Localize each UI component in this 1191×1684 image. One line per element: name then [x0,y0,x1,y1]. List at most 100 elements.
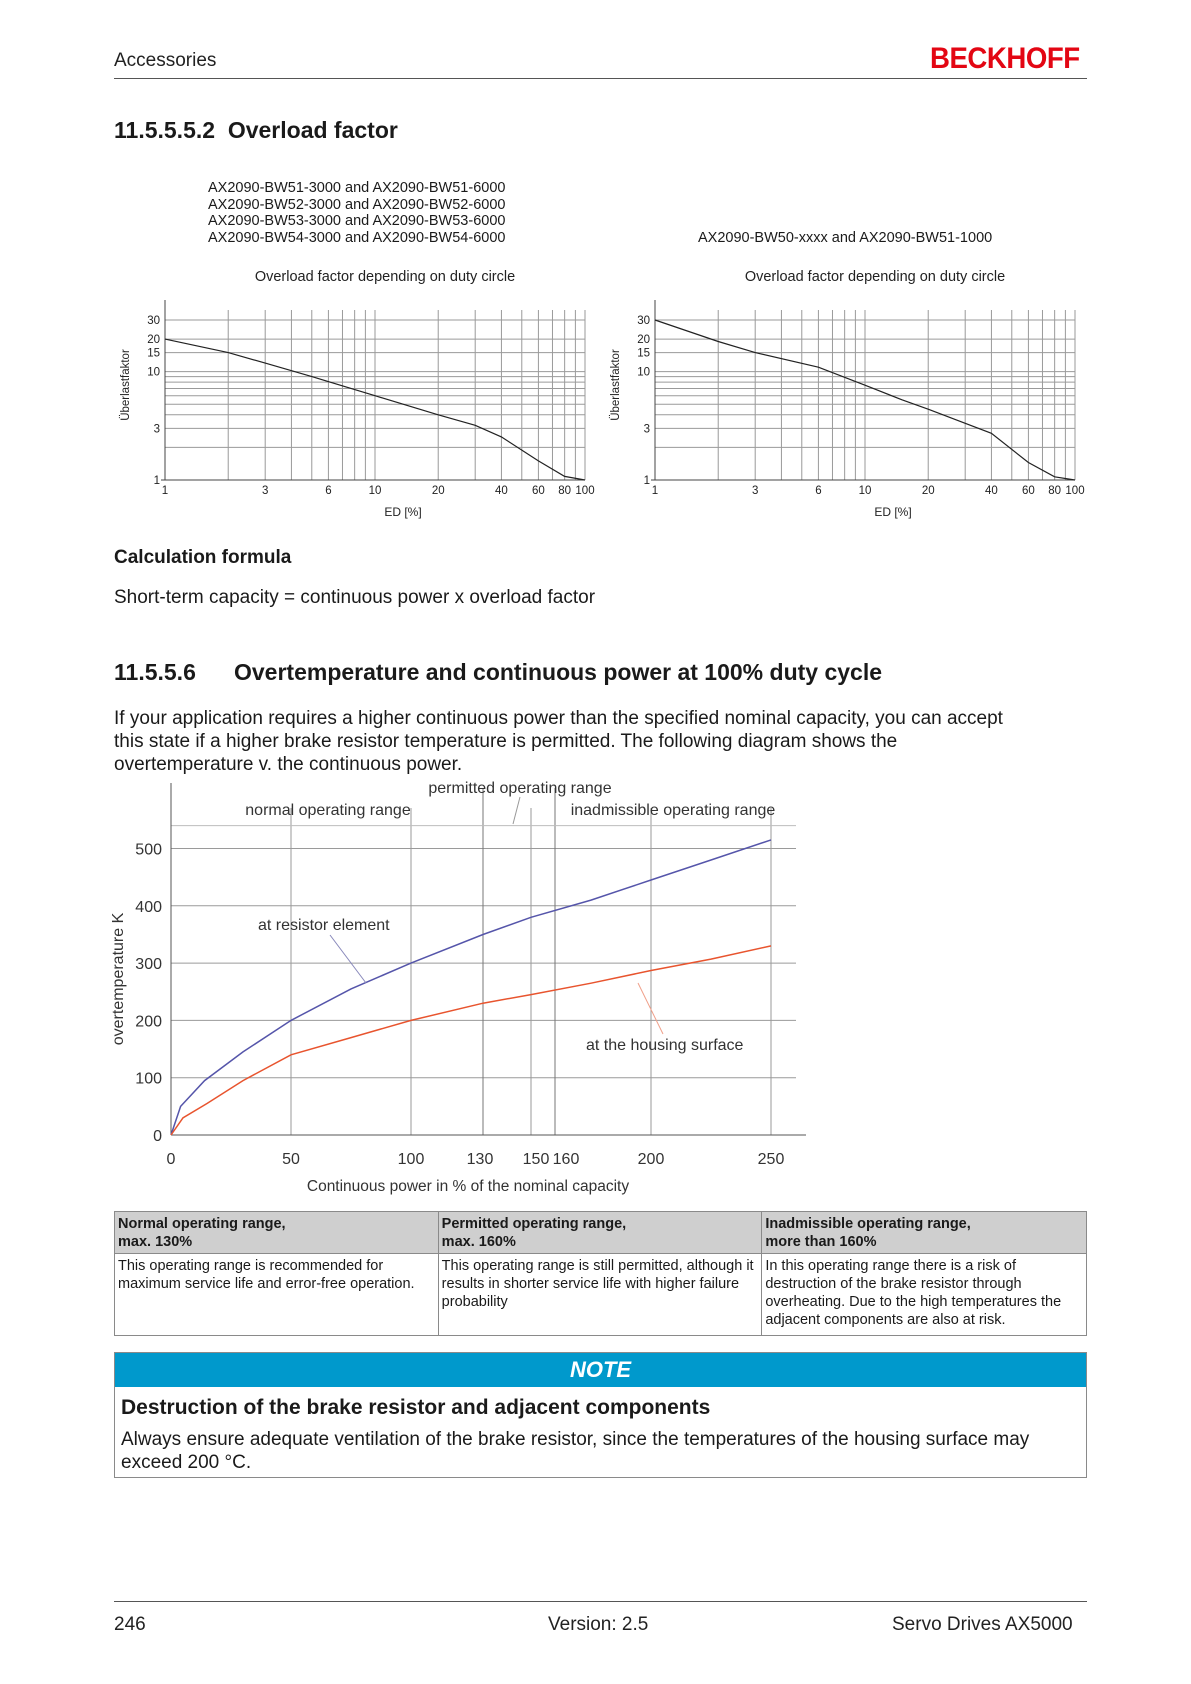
y-tick-label: 500 [135,842,162,859]
x-tick-label: 60 [1022,485,1035,497]
header-line: max. 130% [118,1234,193,1250]
section-heading-overtemp: 11.5.5.6 Overtemperature and continuous p… [114,659,882,686]
x-tick-label: 150 [523,1151,550,1168]
y-tick-label: 400 [135,899,162,916]
y-tick-label: 20 [637,334,650,346]
y-tick-label: 15 [637,348,650,360]
table-cell: This operating range is still permitted,… [437,1253,763,1336]
range-leader-line [512,796,521,825]
table-header-row: Normal operating range, max. 130% Permit… [114,1211,1087,1254]
x-axis-label: Continuous power in % of the nominal cap… [307,1178,629,1195]
intro-line: overtemperature v. the continuous power. [114,754,463,775]
y-tick-label: 300 [135,956,162,973]
operating-ranges-table: Normal operating range, max. 130% Permit… [114,1211,1087,1336]
left-chart-model-list: AX2090-BW51-3000 and AX2090-BW51-6000 AX… [208,180,505,246]
overtemperature-chart: 0 100 200 300 400 500 0 50 100 130 150 160 200 250 Con… [110,780,806,1195]
footer-product: Servo Drives AX5000 [892,1614,1073,1635]
header-line: Inadmissible operating range, [765,1216,971,1232]
x-tick-label: 40 [985,485,998,497]
section-title: Overtemperature and continuous power at … [234,659,883,685]
overload-curve [654,319,1076,481]
resistor-element-curve [170,839,772,1136]
chart-title: Overload factor depending on duty circle [745,269,1005,285]
calculation-formula-heading: Calculation formula [114,547,292,568]
header-rule [114,78,1087,79]
note-title: Destruction of the brake resistor and ad… [121,1396,711,1419]
y-tick-label: 20 [147,334,160,346]
table-row: This operating range is recommended for … [114,1253,1087,1336]
overload-chart-left: Overload factor depending on duty circle… [120,269,595,519]
range-label-normal: normal operating range [245,802,411,819]
model-line: AX2090-BW52-3000 and AX2090-BW52-6000 [208,196,506,213]
x-tick-label: 10 [369,485,382,497]
beckhoff-logo: BECKHOFF [930,42,1080,75]
footer-version: Version: 2.5 [548,1614,649,1635]
header-line: Permitted operating range, [441,1216,627,1232]
section-number: 11.5.5.5.2 [114,117,216,143]
y-tick-label: 0 [153,1128,162,1145]
x-tick-label: 250 [758,1151,785,1168]
y-tick-label: 200 [135,1013,162,1030]
x-tick-label: 3 [262,485,268,497]
x-tick-label: 100 [398,1151,425,1168]
y-tick-label: 30 [147,315,160,327]
footer-page-number: 246 [114,1614,146,1635]
y-axis-label: Überlastfaktor [120,349,132,421]
header-line: max. 160% [441,1234,516,1250]
overload-curve [164,338,586,481]
right-chart-model-list: AX2090-BW50-xxxx and AX2090-BW51-1000 [698,230,993,246]
header-permitted-range: Permitted operating range, max. 160% [437,1211,763,1254]
model-line: AX2090-BW51-3000 and AX2090-BW51-6000 [208,180,506,196]
section-number: 11.5.5.6 [114,659,196,685]
section-title: Overload factor [227,117,398,143]
series-leader-housing [637,982,664,1035]
y-tick-label: 1 [644,475,650,487]
header-section-name: Accessories [114,50,217,71]
x-tick-label: 40 [495,485,508,497]
intro-line: this state if a higher brake resistor te… [114,731,898,752]
intro-line: If your application requires a higher co… [114,708,1003,729]
range-label-inadmissible: inadmissible operating range [571,802,776,819]
x-axis-label: ED [%] [874,505,911,519]
model-line: AX2090-BW54-3000 and AX2090-BW54-6000 [208,229,506,246]
housing-surface-curve [170,945,772,1136]
y-tick-label: 30 [637,315,650,327]
x-tick-label: 3 [752,485,758,497]
series-label-resistor: at resistor element [258,917,390,934]
y-tick-label: 1 [154,475,160,487]
y-tick-label: 10 [637,367,650,379]
x-axis-label: ED [%] [384,505,421,519]
header-line: Normal operating range, [118,1216,286,1232]
overload-chart-right: Overload factor depending on duty circle… [610,269,1085,519]
y-tick-label: 3 [154,423,160,435]
x-tick-label: 100 [1065,485,1084,497]
series-leader-resistor [329,934,367,984]
y-axis-label: overtemperature K [110,912,127,1045]
x-tick-label: 50 [282,1151,300,1168]
header-normal-range: Normal operating range, max. 130% [114,1211,439,1254]
x-tick-label: 1 [652,485,658,497]
x-tick-label: 6 [325,485,331,497]
calculation-formula-text: Short-term capacity = continuous power x… [114,587,596,608]
chart-title: Overload factor depending on duty circle [255,269,515,285]
y-tick-label: 3 [644,423,650,435]
x-tick-label: 80 [1048,485,1061,497]
x-tick-label: 20 [432,485,445,497]
note-box: NOTE Destruction of the brake resistor a… [114,1352,1087,1478]
header-inadmissible-range: Inadmissible operating range, more than … [761,1211,1087,1254]
x-tick-label: 130 [467,1151,494,1168]
y-tick-label: 100 [135,1071,162,1088]
x-tick-label: 60 [532,485,545,497]
note-text: Always ensure adequate ventilation of th… [121,1429,1030,1473]
x-tick-label: 80 [558,485,571,497]
x-tick-label: 0 [167,1151,176,1168]
overtemp-intro: If your application requires a higher co… [114,707,1087,776]
series-label-housing: at the housing surface [586,1037,744,1054]
table-cell: In this operating range there is a risk … [761,1253,1087,1336]
header-line: more than 160% [765,1234,877,1250]
y-tick-label: 15 [147,348,160,360]
x-tick-label: 1 [162,485,168,497]
model-line: AX2090-BW53-3000 and AX2090-BW53-6000 [208,213,506,229]
x-tick-label: 160 [553,1151,580,1168]
footer-rule [114,1601,1087,1602]
